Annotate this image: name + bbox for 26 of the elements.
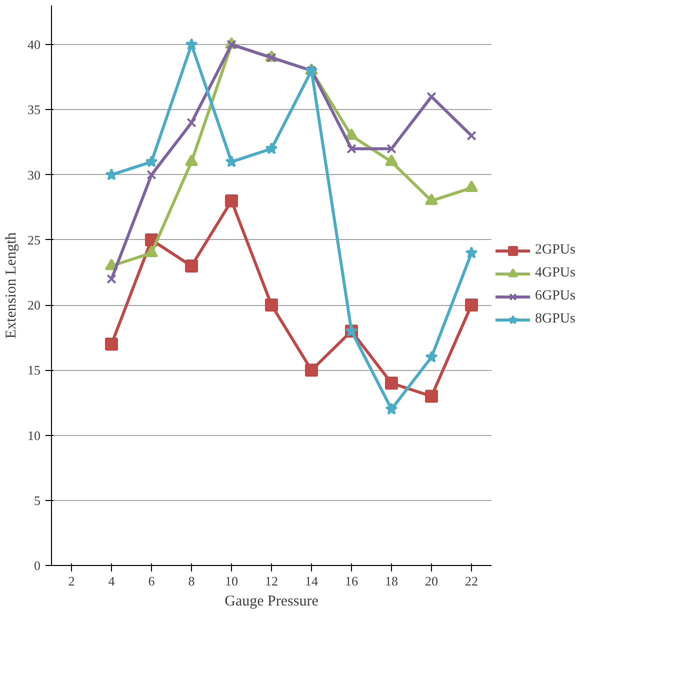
y-tick-label: 10 xyxy=(28,428,40,443)
x-tick-label: 22 xyxy=(465,574,478,588)
y-tick-label: 30 xyxy=(28,167,40,182)
y-tick-label: 5 xyxy=(34,492,40,508)
x-axis-title: Gauge Pressure xyxy=(224,594,319,610)
legend-label: 6GPUs xyxy=(535,288,576,304)
legend-label: 8GPUs xyxy=(535,312,576,328)
x-tick-label: 20 xyxy=(425,574,438,588)
y-tick-label: 0 xyxy=(34,558,40,573)
y-tick-label: 25 xyxy=(28,232,40,248)
x-tick-label: 14 xyxy=(305,574,318,588)
x-tick-label: 2 xyxy=(68,574,75,588)
legend-label: 2GPUs xyxy=(535,242,576,258)
y-tick-label: 40 xyxy=(28,37,40,52)
legend-label: 4GPUs xyxy=(535,266,576,282)
x-tick-label: 12 xyxy=(265,574,278,588)
x-tick-label: 10 xyxy=(225,574,238,588)
y-tick-label: 15 xyxy=(28,362,40,378)
x-tick-label: 18 xyxy=(385,574,398,588)
y-axis-title: Extension Length xyxy=(4,232,20,339)
y-tick-label: 35 xyxy=(28,102,40,118)
y-tick-label: 20 xyxy=(28,298,40,313)
x-tick-label: 4 xyxy=(108,574,116,588)
x-tick-label: 8 xyxy=(188,574,195,588)
x-tick-label: 16 xyxy=(345,574,358,588)
x-tick-label: 6 xyxy=(148,574,156,588)
